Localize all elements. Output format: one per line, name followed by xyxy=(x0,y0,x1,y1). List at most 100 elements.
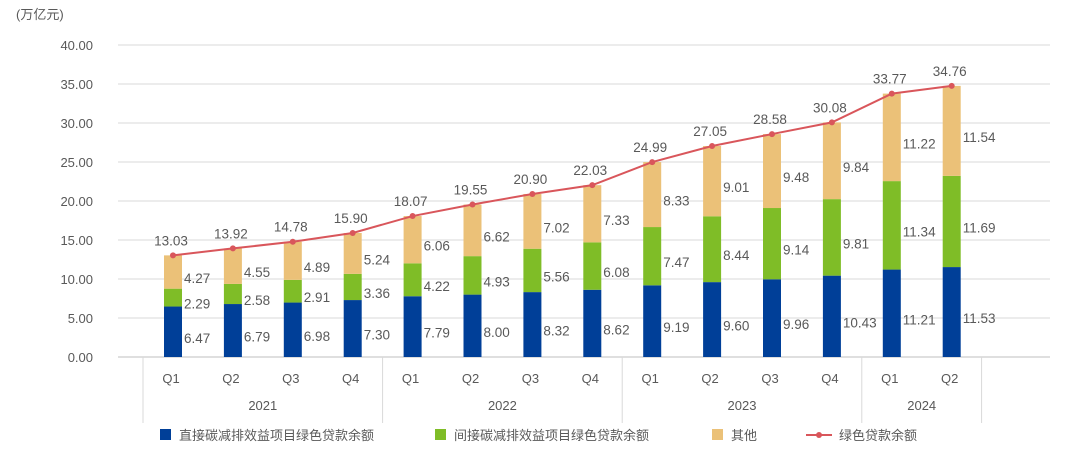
bar-segment xyxy=(283,241,302,280)
bar-value-label: 8.33 xyxy=(663,194,689,209)
bar-value-label: 4.22 xyxy=(424,279,450,294)
bar-value-label: 6.08 xyxy=(603,265,629,280)
bar-segment xyxy=(463,204,482,257)
line-value-label: 30.08 xyxy=(813,100,847,115)
x-tick-label: Q3 xyxy=(282,371,299,386)
bar-value-label: 7.02 xyxy=(543,220,569,235)
legend-label: 间接碳减排效益项目绿色贷款余额 xyxy=(454,428,649,443)
bar-segment xyxy=(343,232,362,274)
x-tick-label: Q2 xyxy=(222,371,239,386)
y-tick-label: 10.00 xyxy=(60,272,93,287)
bar-segment xyxy=(942,267,961,357)
bar-segment xyxy=(343,273,362,301)
line-point xyxy=(828,119,835,126)
legend-label: 其他 xyxy=(731,428,757,443)
y-tick-label: 20.00 xyxy=(60,194,93,209)
bar-segment xyxy=(882,269,901,357)
line-value-label: 15.90 xyxy=(334,211,368,226)
x-tick-label: Q3 xyxy=(761,371,778,386)
y-tick-label: 35.00 xyxy=(60,77,93,92)
bar-segment xyxy=(523,248,542,293)
bar-value-label: 11.22 xyxy=(903,136,936,151)
bar-value-label: 2.91 xyxy=(304,290,330,305)
x-tick-label: Q1 xyxy=(162,371,179,386)
line-value-label: 19.55 xyxy=(454,183,488,198)
legend-label: 绿色贷款余额 xyxy=(839,428,917,443)
bar-value-label: 4.93 xyxy=(484,274,510,289)
x-tick-label: Q4 xyxy=(821,371,838,386)
y-tick-label: 30.00 xyxy=(60,116,93,131)
x-tick-label: Q2 xyxy=(462,371,479,386)
line-value-label: 13.03 xyxy=(154,233,188,248)
bar-segment xyxy=(403,296,422,357)
bar-value-label: 2.29 xyxy=(184,297,210,312)
bar-value-label: 11.69 xyxy=(963,220,996,235)
bar-value-label: 7.30 xyxy=(364,328,390,343)
line-value-label: 13.92 xyxy=(214,226,248,241)
year-group-label: 2024 xyxy=(907,398,936,413)
bar-value-label: 9.84 xyxy=(843,160,870,175)
bar-value-label: 6.98 xyxy=(304,329,330,344)
y-tick-label: 40.00 xyxy=(60,38,93,53)
bar-value-label: 8.00 xyxy=(484,325,510,340)
legend-line-marker xyxy=(816,432,822,438)
year-group-label: 2023 xyxy=(728,398,757,413)
bar-value-label: 6.79 xyxy=(244,330,270,345)
bar-segment xyxy=(763,208,781,280)
line-point xyxy=(709,143,716,150)
bar-value-label: 9.96 xyxy=(783,317,809,332)
bar-segment xyxy=(343,300,362,357)
bar-value-label: 6.06 xyxy=(424,239,450,254)
bar-value-label: 4.89 xyxy=(304,260,330,275)
bar-value-label: 6.47 xyxy=(184,331,210,346)
line-value-label: 24.99 xyxy=(633,140,667,155)
legend-label: 直接碳减排效益项目绿色贷款余额 xyxy=(179,428,374,443)
line-value-label: 22.03 xyxy=(573,163,607,178)
bar-value-label: 3.36 xyxy=(364,286,390,301)
bar-value-label: 11.54 xyxy=(963,130,996,145)
bar-value-label: 8.62 xyxy=(603,322,629,337)
line-point xyxy=(589,182,596,189)
legend-swatch xyxy=(712,429,723,440)
legend-swatch xyxy=(435,429,446,440)
line-value-label: 28.58 xyxy=(753,112,787,127)
bar-segment xyxy=(703,146,722,217)
bar-segment xyxy=(164,288,182,307)
x-tick-label: Q1 xyxy=(881,371,898,386)
bar-segment xyxy=(223,283,242,305)
bar-segment xyxy=(403,216,422,264)
bar-segment xyxy=(583,185,602,243)
bar-segment xyxy=(703,282,722,357)
y-axis-unit-label: (万亿元) xyxy=(16,7,64,22)
bar-segment xyxy=(763,134,781,209)
bar-value-label: 9.19 xyxy=(663,320,689,335)
x-tick-label: Q4 xyxy=(582,371,599,386)
line-point xyxy=(948,82,955,89)
line-point xyxy=(349,229,356,236)
x-tick-label: Q3 xyxy=(522,371,539,386)
bar-value-label: 11.53 xyxy=(963,311,996,326)
bar-value-label: 9.01 xyxy=(723,180,749,195)
bar-segment xyxy=(164,306,182,357)
bar-value-label: 7.47 xyxy=(663,255,689,270)
bar-segment xyxy=(822,199,841,276)
line-value-label: 18.07 xyxy=(394,194,428,209)
bar-segment xyxy=(583,242,602,290)
bar-value-label: 8.44 xyxy=(723,248,750,263)
line-value-label: 20.90 xyxy=(514,172,548,187)
line-point xyxy=(529,190,536,197)
year-group-label: 2022 xyxy=(488,398,517,413)
bar-segment xyxy=(643,162,662,228)
bar-value-label: 2.58 xyxy=(244,293,270,308)
x-tick-label: Q2 xyxy=(941,371,958,386)
bar-segment xyxy=(523,193,542,249)
x-tick-label: Q2 xyxy=(701,371,718,386)
y-tick-label: 0.00 xyxy=(68,350,93,365)
y-tick-label: 5.00 xyxy=(68,311,93,326)
bar-value-label: 5.24 xyxy=(364,252,391,267)
bar-segment xyxy=(223,304,242,357)
line-value-label: 33.77 xyxy=(873,72,907,87)
bar-segment xyxy=(882,181,901,270)
bar-value-label: 8.32 xyxy=(543,324,569,339)
bar-value-label: 10.43 xyxy=(843,315,877,330)
